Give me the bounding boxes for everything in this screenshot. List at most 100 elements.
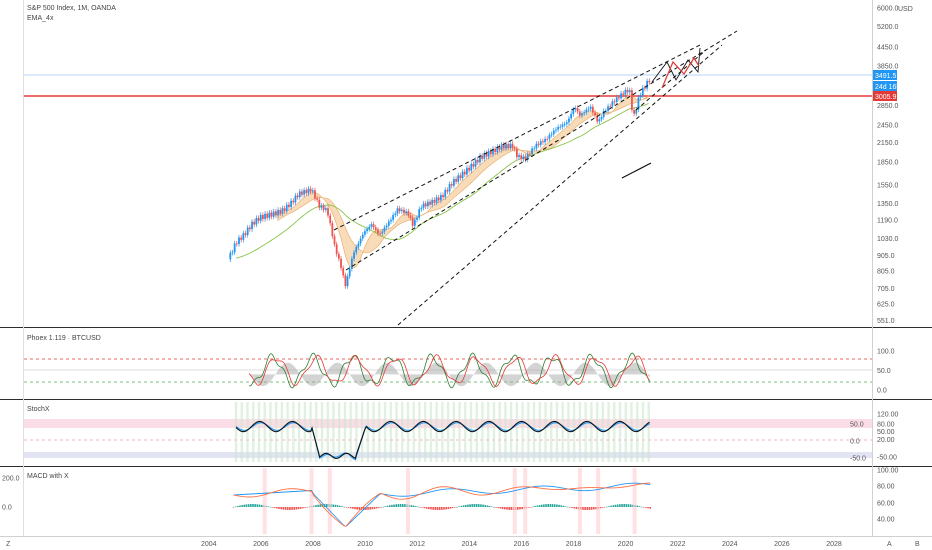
macd-histogram-bar [532, 506, 534, 508]
candle-body [307, 188, 310, 194]
macd-histogram-bar [486, 505, 489, 507]
time-tick-label: 2008 [305, 541, 321, 548]
macd-histogram-bar [388, 505, 391, 507]
candle-body [413, 219, 416, 226]
candle-body [594, 112, 596, 116]
macd-histogram-bar [540, 504, 543, 507]
macd-histogram-bar [608, 506, 610, 507]
trendline-long-support[interactable] [397, 44, 723, 326]
macd-histogram-bar [619, 504, 621, 507]
phoenix-tick-label: 100.0 [877, 349, 895, 356]
macd-histogram-bar [356, 507, 358, 510]
macd-histogram-bar [419, 507, 421, 508]
candle-body [337, 254, 340, 259]
projection-path-black[interactable] [651, 47, 701, 83]
macd-histogram-bar [536, 505, 539, 507]
candle-body [390, 219, 392, 222]
candle-body [546, 138, 549, 140]
macd-histogram-bar [582, 507, 584, 510]
trendline-upper[interactable] [635, 49, 707, 111]
stochx-bg-bar [320, 402, 324, 462]
price-tick-label: 6000.0 [877, 5, 899, 12]
macd-histogram-bar [428, 507, 430, 510]
short-line[interactable] [621, 162, 652, 179]
stochx-bg-bar [475, 402, 478, 462]
candle-body [526, 153, 529, 160]
macd-histogram-bar [488, 505, 491, 507]
candle-body [515, 148, 518, 158]
timezone-button[interactable]: Z [6, 541, 11, 548]
candle-body [535, 143, 538, 149]
macd-histogram-bar [423, 507, 426, 509]
candle-body [531, 148, 533, 155]
candle-body [333, 236, 336, 245]
candle-body [596, 115, 599, 122]
macd-histogram-bar [325, 504, 328, 507]
macd-histogram-bar [399, 504, 402, 507]
price-tick-label: 3850.0 [877, 63, 899, 70]
candle-body [622, 93, 625, 95]
projection-path-red[interactable] [661, 56, 700, 89]
macd-histogram-bar [480, 504, 482, 507]
macd-histogram-bar [530, 507, 532, 508]
stochx-bg-bar [590, 402, 593, 462]
stochx-tick-label: 120.00 [877, 411, 899, 418]
stochx-bg-bar [595, 402, 599, 462]
macd-histogram-bar [269, 506, 272, 508]
candle-body [340, 258, 342, 269]
price-tick-label: 2150.0 [877, 140, 899, 147]
stochx-bg-bar [423, 402, 427, 462]
macd-histogram-bar [239, 505, 241, 507]
candle-body [639, 95, 642, 98]
trendline-resistance[interactable] [333, 44, 701, 231]
stochx-bg-bar [435, 402, 438, 462]
time-tick-label: 2012 [409, 541, 425, 548]
candle-body [613, 101, 616, 103]
candle-body [476, 159, 479, 163]
macd-histogram-bar [375, 507, 378, 509]
candle-body [285, 204, 288, 212]
macd-histogram-bar [232, 507, 235, 508]
macd-histogram-bar [625, 504, 628, 507]
candle-body [270, 212, 273, 217]
candle-body [509, 143, 512, 148]
candle-body [261, 214, 264, 220]
phoenix-tick-label: 0.0 [877, 388, 887, 395]
candle-body [353, 252, 355, 259]
macd-histogram-bar [562, 505, 565, 507]
macd-histogram-bar [521, 507, 523, 510]
hline-tag: 3005.9 [875, 94, 897, 101]
macd-histogram-bar [334, 504, 337, 507]
candle-body [409, 215, 412, 218]
time-tick-label: 2020 [618, 541, 634, 548]
log-scale-button[interactable]: B [915, 541, 920, 548]
macd-histogram-bar [469, 504, 471, 507]
stochx-signal-line [235, 422, 650, 461]
stochx-bg-bar [418, 402, 421, 462]
phoenix-tick-label: 50.0 [877, 368, 891, 375]
ema-band [277, 94, 650, 269]
macd-histogram-bar [473, 504, 476, 507]
macd-histogram-bar [367, 507, 369, 510]
macd-histogram-bar [551, 504, 554, 507]
macd-histogram-bar [362, 507, 365, 510]
auto-scale-button[interactable]: A [887, 541, 892, 548]
price-tick-label: 1190.0 [877, 217, 898, 224]
phoenix-pane-title: Phoex 1.119 · BTCUSD [27, 335, 101, 342]
stochx-bg-bar [481, 402, 484, 462]
macd-histogram-bar [304, 507, 306, 508]
macd-left-tick-label: 0.0 [2, 505, 12, 512]
macd-histogram-bar [566, 506, 569, 508]
macd-tick-label: 100.00 [877, 468, 899, 475]
macd-histogram-bar [306, 507, 309, 508]
candle-body [316, 198, 319, 200]
candle-body [513, 148, 516, 149]
sma-line [235, 103, 649, 259]
candle-body [487, 150, 490, 157]
macd-bg-bar [262, 468, 267, 534]
macd-histogram-bar [495, 507, 497, 508]
candle-body [563, 124, 566, 125]
candle-body [550, 134, 553, 136]
candle-body [648, 80, 651, 83]
